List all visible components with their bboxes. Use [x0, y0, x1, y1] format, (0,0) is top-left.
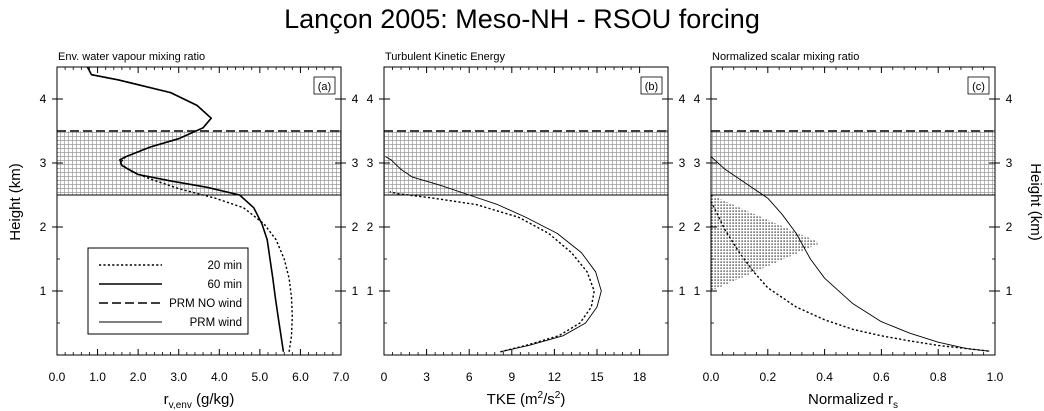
legend-box — [87, 247, 249, 335]
y-tick-label-right: 4 — [679, 92, 686, 106]
legend-label: PRM NO wind — [169, 298, 242, 310]
y-tick-label: 4 — [367, 92, 374, 106]
plot-area — [57, 67, 341, 352]
legend-label: 20 min — [207, 260, 242, 272]
x-tick-label: 9 — [508, 370, 515, 384]
y-tick-label: 2 — [367, 220, 374, 234]
x-tick-label: 0.2 — [759, 370, 776, 384]
x-tick-label: 6.0 — [292, 370, 309, 384]
x-tick-label: 1.0 — [987, 370, 1004, 384]
stippled-region — [711, 195, 821, 291]
x-label-sup: 2 — [538, 390, 544, 401]
y-tick-label-right: 3 — [1006, 156, 1013, 170]
panel-label-box — [640, 76, 663, 95]
y-tick-label-right: 2 — [679, 220, 686, 234]
x-tick-label: 12 — [548, 370, 562, 384]
legend: 20 min 60 min PRM NO wind PRM wind — [87, 247, 249, 335]
series-line-2 — [385, 156, 602, 353]
y-tick-label-right: 4 — [352, 92, 359, 106]
y-tick-label: 3 — [694, 156, 701, 170]
x-tick-label: 15 — [590, 370, 604, 384]
left-y-axis-label: Height (km) — [7, 163, 24, 241]
y-tick-label: 3 — [40, 156, 47, 170]
panel-a: Env. water vapour mixing ratio (a) 0.0 1.0 2… — [40, 51, 359, 411]
x-label-sub: s — [893, 400, 898, 411]
y-tick-label: 1 — [367, 284, 374, 298]
panel-title: Turbulent Kinetic Energy — [385, 51, 506, 63]
x-tick-label: 7.0 — [333, 370, 350, 384]
plot-frame — [56, 66, 342, 356]
legend-label: 60 min — [207, 279, 242, 291]
x-label-main: r — [164, 391, 169, 408]
right-y-axis-label: Height (km) — [1027, 163, 1044, 241]
panel-b: Turbulent Kinetic Energy(b)0 3 6 9 12 15 181 12… — [367, 51, 686, 408]
panel-c: Normalized scalar mixing ratio (c) 0.0 0.2 0… — [694, 51, 1013, 411]
panel-label-text: (c) — [972, 81, 985, 93]
x-label-main: TKE (m — [487, 391, 538, 408]
y-tick-label-right: 4 — [1006, 92, 1013, 106]
plot-frame — [710, 66, 996, 356]
y-tick-label-right: 2 — [1006, 220, 1013, 234]
x-label-sup2: 2 — [555, 390, 561, 401]
x-label-unit: (g/kg) — [192, 391, 235, 408]
y-tick-label: 4 — [40, 92, 47, 106]
x-label-mid: /s — [543, 391, 555, 408]
x-label-main: Normalized r — [808, 391, 893, 408]
x-tick-label: 18 — [633, 370, 647, 384]
y-tick-label: 1 — [40, 284, 47, 298]
x-tick-label: 0.0 — [49, 370, 66, 384]
plot-area — [711, 130, 995, 352]
y-tick-label-right: 1 — [352, 284, 359, 298]
panel-label-text: (b) — [645, 81, 658, 93]
panel-title: Normalized scalar mixing ratio — [712, 51, 859, 63]
y-tick-label-right: 2 — [352, 220, 359, 234]
y-tick-label-right: 3 — [679, 156, 686, 170]
y-tick-label-right: 3 — [352, 156, 359, 170]
x-label-end: ) — [560, 391, 565, 408]
x-tick-label: 2.0 — [130, 370, 147, 384]
y-tick-label: 3 — [367, 156, 374, 170]
panel-label-text: (a) — [318, 81, 331, 93]
x-axis-label: rv,env (g/kg) — [164, 391, 235, 411]
panel-label: (b) — [640, 76, 663, 95]
y-tick-label: 2 — [694, 220, 701, 234]
x-tick-label: 0.8 — [930, 370, 947, 384]
x-axis-label: Normalized rs — [808, 391, 898, 411]
panel-title: Env. water vapour mixing ratio — [58, 51, 205, 63]
y-tick-label: 4 — [694, 92, 701, 106]
x-tick-label: 0.6 — [873, 370, 890, 384]
plot-area — [384, 130, 668, 353]
series-line-1 — [389, 191, 595, 353]
series-line-1 — [711, 201, 990, 352]
panel-label: (c) — [967, 76, 990, 95]
panel-label: (a) — [313, 76, 336, 95]
y-tick-label: 1 — [694, 284, 701, 298]
x-tick-label: 0 — [381, 370, 388, 384]
x-label-sub: v,env — [169, 400, 192, 411]
y-tick-label-right: 1 — [1006, 284, 1013, 298]
series-line-2 — [711, 156, 990, 352]
x-tick-label: 1.0 — [89, 370, 106, 384]
panel-label-box — [967, 76, 990, 95]
plot-frame — [383, 66, 669, 356]
y-tick-label: 2 — [40, 220, 47, 234]
shaded-layer — [384, 131, 668, 195]
shaded-layer — [711, 131, 995, 195]
figure-title: Lançon 2005: Meso-NH - RSOU forcing — [284, 4, 760, 34]
legend-label: PRM wind — [190, 317, 242, 329]
x-axis-label: TKE (m2/s2) — [487, 390, 566, 408]
y-tick-label-right: 1 — [679, 284, 686, 298]
shaded-layer — [57, 131, 341, 195]
panel-label-box — [313, 76, 336, 95]
x-tick-label: 3.0 — [170, 370, 187, 384]
series-line-2 — [86, 67, 285, 352]
x-tick-label: 4.0 — [211, 370, 228, 384]
x-tick-label: 5.0 — [252, 370, 269, 384]
x-tick-label: 3 — [423, 370, 430, 384]
x-tick-label: 6 — [466, 370, 473, 384]
x-tick-label: 0.4 — [816, 370, 833, 384]
x-tick-label: 0.0 — [703, 370, 720, 384]
